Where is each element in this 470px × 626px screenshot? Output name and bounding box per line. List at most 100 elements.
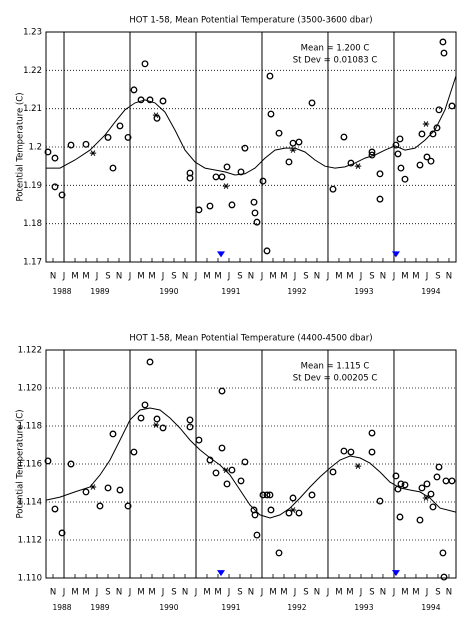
data-point bbox=[396, 135, 404, 143]
data-point bbox=[263, 491, 271, 499]
data-point bbox=[96, 502, 104, 510]
x-tick-label: S bbox=[105, 588, 110, 598]
data-point bbox=[433, 124, 441, 132]
event-marker bbox=[391, 570, 400, 577]
data-point bbox=[368, 151, 376, 159]
x-tick-label: N bbox=[380, 588, 386, 598]
data-point bbox=[223, 480, 231, 488]
y-tick-label: 1.23 bbox=[23, 28, 42, 38]
data-point bbox=[448, 102, 456, 110]
data-point bbox=[116, 122, 124, 130]
mean-point bbox=[354, 163, 362, 170]
data-point bbox=[109, 430, 117, 438]
x-tick-label: J bbox=[194, 272, 198, 282]
x-tick-label: J bbox=[260, 588, 264, 598]
data-point bbox=[429, 130, 437, 138]
data-point bbox=[427, 157, 435, 165]
data-point bbox=[218, 444, 226, 452]
y-tick-label: 1.18 bbox=[23, 219, 42, 229]
mean-point bbox=[289, 507, 297, 513]
data-point bbox=[159, 424, 167, 432]
y-tick-label: 1.114 bbox=[18, 498, 42, 508]
x-tick-label: J bbox=[326, 272, 330, 282]
year-label: 1990 bbox=[159, 603, 178, 612]
data-point bbox=[275, 549, 283, 557]
data-point bbox=[259, 177, 267, 185]
plot-frame bbox=[45, 31, 457, 263]
data-point bbox=[228, 466, 236, 474]
x-tick-label: S bbox=[171, 588, 176, 598]
data-point bbox=[263, 247, 271, 255]
x-tick-label: M bbox=[412, 272, 419, 282]
y-tick-label: 1.110 bbox=[18, 574, 42, 584]
x-tick-label: N bbox=[446, 588, 452, 598]
x-tick-label: S bbox=[369, 588, 374, 598]
y-tick-label: 1.120 bbox=[18, 384, 42, 394]
data-point bbox=[442, 477, 450, 485]
chart-title: HOT 1-58, Mean Potential Temperature (44… bbox=[129, 334, 372, 344]
data-point bbox=[275, 129, 283, 137]
annotation: Mean = 1.115 C bbox=[301, 362, 370, 372]
x-tick-label: J bbox=[128, 588, 132, 598]
x-tick-label: J bbox=[392, 588, 396, 598]
data-point bbox=[146, 358, 154, 366]
data-point bbox=[130, 86, 138, 94]
x-tick-label: N bbox=[116, 588, 122, 598]
data-point bbox=[250, 198, 258, 206]
x-tick-label: J bbox=[359, 272, 363, 282]
data-point bbox=[392, 141, 400, 149]
annotation: St Dev = 0.00205 C bbox=[293, 374, 378, 384]
x-tick-label: S bbox=[435, 588, 440, 598]
data-point bbox=[433, 473, 441, 481]
data-point bbox=[195, 436, 203, 444]
data-point bbox=[285, 509, 293, 517]
y-tick-label: 1.116 bbox=[18, 460, 42, 470]
event-marker bbox=[391, 251, 400, 258]
data-point bbox=[212, 469, 220, 477]
x-tick-label: J bbox=[161, 588, 165, 598]
data-point bbox=[392, 472, 400, 480]
data-point bbox=[186, 423, 194, 431]
data-point bbox=[153, 415, 161, 423]
mean-point bbox=[222, 467, 230, 473]
data-point bbox=[368, 448, 376, 456]
data-point bbox=[295, 138, 303, 146]
x-tick-label: M bbox=[280, 588, 287, 598]
x-tick-label: S bbox=[369, 272, 374, 282]
x-tick-label: M bbox=[71, 588, 78, 598]
data-point bbox=[206, 202, 214, 210]
data-point bbox=[423, 480, 431, 488]
data-point bbox=[51, 505, 59, 513]
data-point bbox=[228, 201, 236, 209]
x-tick-label: S bbox=[171, 272, 176, 282]
year-label: 1989 bbox=[90, 603, 109, 612]
year-label: 1990 bbox=[159, 287, 178, 296]
y-tick-label: 1.118 bbox=[18, 422, 42, 432]
y-tick-label: 1.2 bbox=[28, 143, 42, 153]
data-point bbox=[439, 38, 447, 46]
x-tick-label: J bbox=[95, 588, 99, 598]
data-point bbox=[295, 509, 303, 517]
x-tick-label: M bbox=[137, 272, 144, 282]
data-point bbox=[141, 60, 149, 68]
x-tick-label: M bbox=[148, 272, 155, 282]
data-point bbox=[51, 183, 59, 191]
mean-point bbox=[422, 495, 430, 501]
data-point bbox=[368, 148, 376, 156]
smooth-curve bbox=[46, 75, 457, 176]
data-point bbox=[289, 494, 297, 502]
x-tick-label: S bbox=[237, 272, 242, 282]
y-tick-label: 1.122 bbox=[18, 346, 42, 356]
data-point bbox=[439, 549, 447, 557]
x-tick-label: N bbox=[248, 272, 254, 282]
data-point bbox=[241, 144, 249, 152]
x-tick-label: J bbox=[62, 272, 66, 282]
data-point bbox=[44, 457, 52, 465]
data-point bbox=[67, 141, 75, 149]
y-tick-label: 1.19 bbox=[23, 181, 42, 191]
data-point bbox=[347, 448, 355, 456]
data-point bbox=[347, 159, 355, 167]
mean-point bbox=[152, 422, 160, 428]
year-label: 1994 bbox=[421, 603, 440, 612]
